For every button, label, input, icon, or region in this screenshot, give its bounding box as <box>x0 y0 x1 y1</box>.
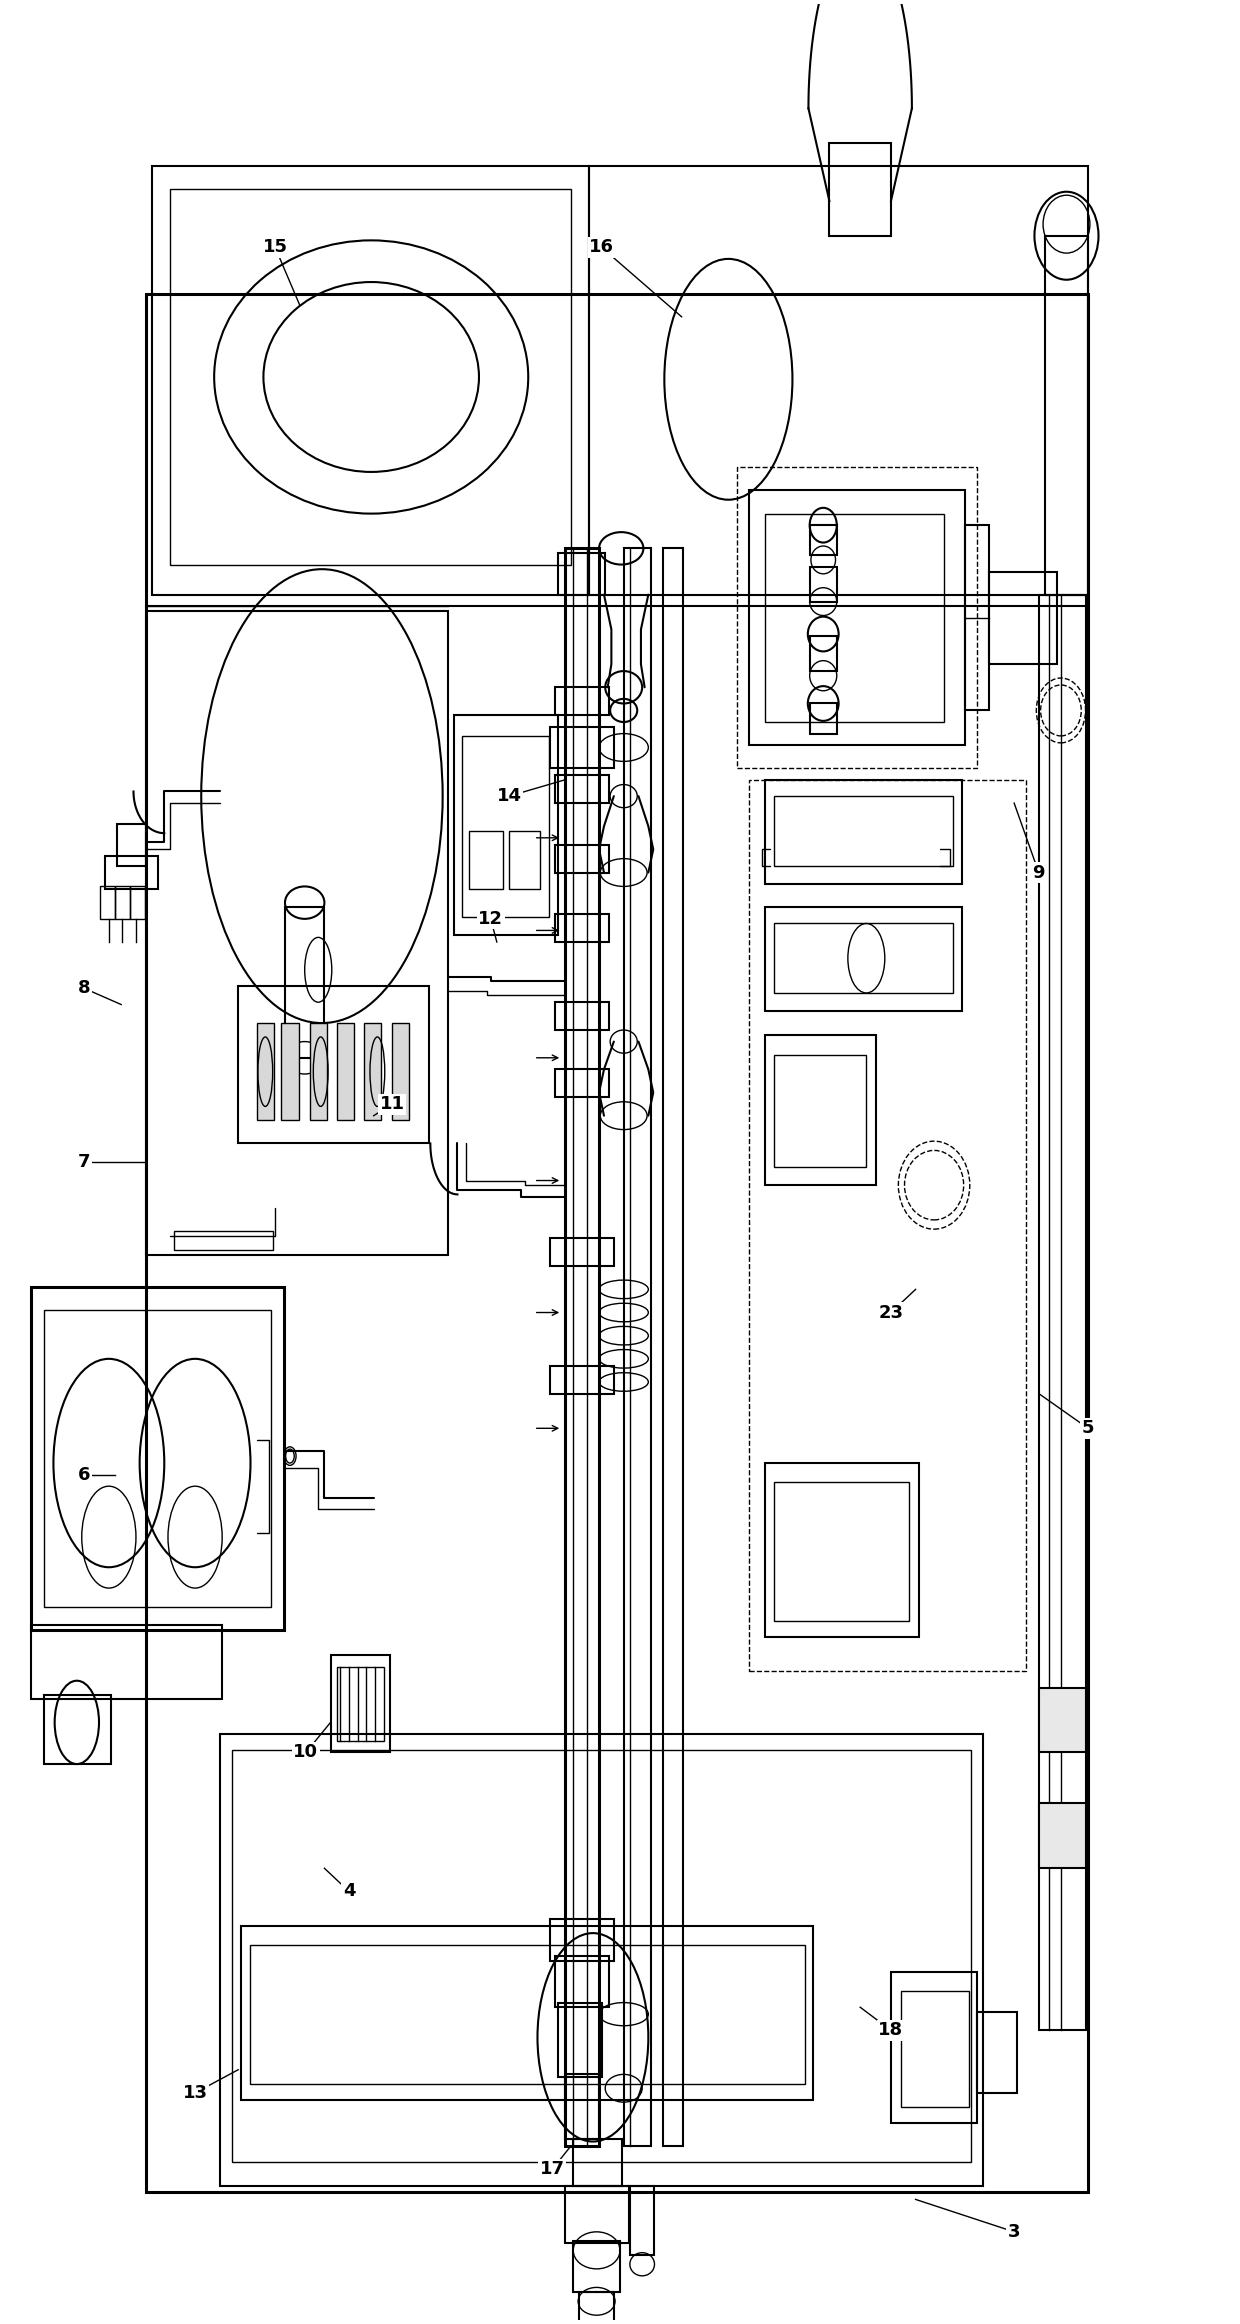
Bar <box>1039 595 1085 2031</box>
Bar <box>250 1945 805 2085</box>
Bar <box>737 467 977 769</box>
Text: 13: 13 <box>182 2085 207 2101</box>
Bar <box>549 1367 614 1394</box>
Bar <box>774 923 952 992</box>
Text: 11: 11 <box>379 1095 404 1113</box>
Bar <box>965 525 990 711</box>
Bar <box>810 704 837 734</box>
Bar <box>774 1483 909 1620</box>
Bar <box>765 906 962 1011</box>
Bar <box>977 2013 1017 2094</box>
Bar <box>554 1069 609 1097</box>
Bar <box>549 1920 614 1961</box>
Bar <box>454 716 558 934</box>
Bar <box>31 1624 222 1699</box>
Text: 15: 15 <box>263 239 288 256</box>
Bar <box>624 548 651 2145</box>
Bar <box>830 144 892 235</box>
Bar <box>130 885 145 918</box>
Text: 16: 16 <box>589 239 614 256</box>
Bar <box>749 490 965 746</box>
Text: 12: 12 <box>479 911 503 927</box>
Bar <box>146 611 448 1255</box>
Bar <box>554 1957 609 2008</box>
Bar <box>589 167 1087 595</box>
Bar <box>554 913 609 941</box>
Bar <box>285 906 325 1057</box>
Bar <box>146 293 1087 2192</box>
Bar <box>281 1023 299 1120</box>
Bar <box>392 1023 409 1120</box>
Text: 18: 18 <box>878 2022 904 2040</box>
Bar <box>1039 1687 1085 1752</box>
Bar <box>510 832 539 888</box>
Bar <box>554 688 609 716</box>
Bar <box>174 1232 273 1250</box>
Bar <box>100 885 115 918</box>
Bar <box>115 885 130 918</box>
Bar <box>118 825 146 865</box>
Bar <box>765 1464 919 1636</box>
Bar <box>749 781 1027 1671</box>
Bar <box>554 1002 609 1030</box>
Text: 23: 23 <box>878 1304 904 1322</box>
Bar <box>331 1655 389 1752</box>
Bar <box>774 797 952 865</box>
Bar <box>765 781 962 883</box>
Bar <box>238 985 429 1143</box>
Bar <box>810 525 837 555</box>
Bar <box>549 1239 614 1267</box>
Text: 3: 3 <box>1008 2222 1021 2240</box>
Bar <box>558 553 605 595</box>
Bar <box>630 2185 655 2254</box>
Bar <box>43 1694 112 1764</box>
Text: 17: 17 <box>539 2161 564 2178</box>
Text: 7: 7 <box>78 1153 91 1171</box>
Bar <box>663 548 683 2145</box>
Bar <box>564 2075 599 2138</box>
Bar <box>549 727 614 769</box>
Bar <box>310 1023 327 1120</box>
Bar <box>1045 235 1087 595</box>
Bar <box>573 2240 620 2291</box>
Bar <box>170 191 570 565</box>
Text: 14: 14 <box>497 788 522 804</box>
Bar <box>469 832 503 888</box>
Bar <box>463 737 548 916</box>
Bar <box>257 1023 274 1120</box>
Text: 6: 6 <box>78 1466 91 1483</box>
Bar <box>241 1927 813 2101</box>
Bar <box>554 844 609 872</box>
Bar <box>765 1034 877 1185</box>
Text: 4: 4 <box>342 1882 356 1901</box>
Text: 5: 5 <box>1081 1420 1094 1436</box>
Bar <box>558 2003 601 2078</box>
Bar <box>765 514 944 723</box>
Bar <box>363 1023 381 1120</box>
Text: 8: 8 <box>78 978 91 997</box>
Bar <box>337 1666 383 1741</box>
Bar <box>554 776 609 804</box>
Bar <box>573 2138 622 2185</box>
Bar <box>564 548 599 2145</box>
Text: 10: 10 <box>294 1743 319 1762</box>
Bar <box>900 1992 968 2108</box>
Bar <box>31 1287 284 1629</box>
Bar <box>810 637 837 672</box>
Bar <box>153 167 589 595</box>
Bar <box>43 1311 272 1606</box>
Bar <box>219 1734 983 2185</box>
Bar <box>337 1023 353 1120</box>
Bar <box>564 2185 629 2243</box>
Text: 9: 9 <box>1033 865 1045 881</box>
Bar <box>990 572 1058 665</box>
Bar <box>579 2291 614 2324</box>
Bar <box>1039 1803 1085 1868</box>
Bar <box>774 1055 867 1167</box>
Bar <box>892 1973 977 2124</box>
Bar <box>105 855 159 888</box>
Bar <box>232 1750 971 2161</box>
Bar <box>810 567 837 602</box>
